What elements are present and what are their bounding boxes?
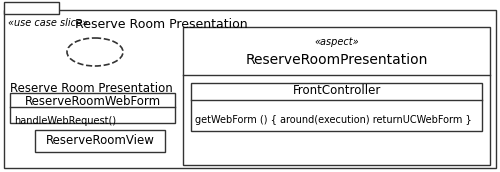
Text: Reserve Room Presentation: Reserve Room Presentation [10, 82, 173, 95]
Text: getWebForm () { around(execution) returnUCWebForm }: getWebForm () { around(execution) return… [195, 115, 472, 125]
Text: FrontController: FrontController [293, 84, 381, 98]
Text: ReserveRoomPresentation: ReserveRoomPresentation [246, 53, 428, 67]
Text: ReserveRoomWebForm: ReserveRoomWebForm [24, 95, 160, 108]
Ellipse shape [67, 38, 123, 66]
Bar [191, 83, 482, 131]
Text: ReserveRoomView: ReserveRoomView [46, 135, 154, 148]
Bar [4, 2, 59, 14]
Bar [183, 27, 490, 165]
Text: handleWebRequest(): handleWebRequest() [14, 116, 116, 126]
Text: Reserve Room Presentation: Reserve Room Presentation [75, 18, 248, 31]
Text: «use case slice»: «use case slice» [8, 18, 88, 28]
Bar [10, 93, 175, 123]
Bar [35, 130, 165, 152]
Text: «aspect»: «aspect» [314, 37, 360, 47]
